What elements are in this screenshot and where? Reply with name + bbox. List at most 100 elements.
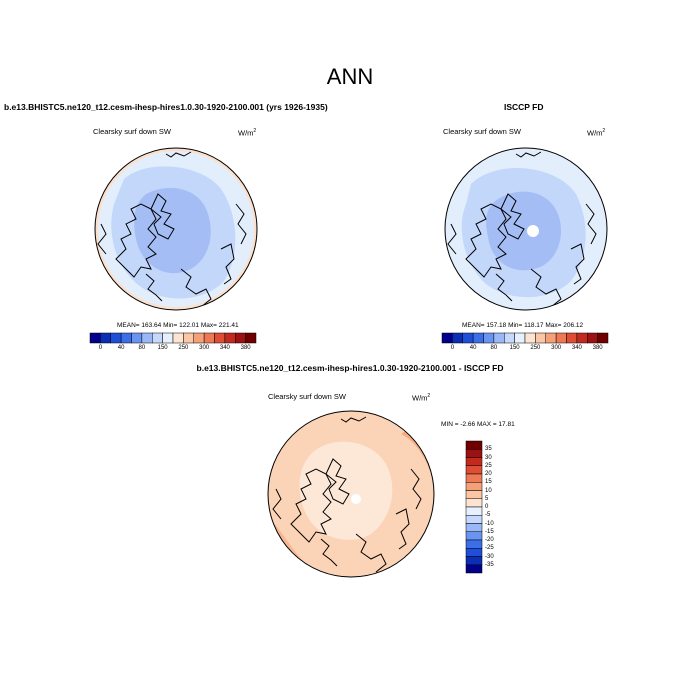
- colorbar-swatch: [535, 332, 546, 344]
- top-left-stats: MEAN= 163.64 Min= 122.01 Max= 221.41: [117, 322, 239, 329]
- colorbar-tick-label: 150: [157, 345, 168, 351]
- colorbar-swatch: [183, 332, 194, 344]
- colorbar-swatch: [193, 332, 205, 344]
- colorbar-swatch: [465, 440, 483, 450]
- bottom-variable-label: Clearsky surf down SW: [268, 392, 346, 401]
- colorbar-swatch: [465, 564, 483, 574]
- colorbar-swatch: [214, 332, 226, 344]
- colorbar-swatch: [587, 332, 598, 344]
- bottom-units: W/m2: [412, 393, 431, 403]
- colorbar-tick-label: 35: [485, 446, 492, 453]
- bottom-minmax: MIN = -2.66 MAX = 17.81: [441, 421, 515, 428]
- top-left-colorbar-labels: 0 40 80 150 250 300 340 380: [90, 345, 256, 355]
- colorbar-swatch: [504, 332, 515, 344]
- top-right-colorbar: [441, 332, 609, 344]
- colorbar-tick-label: 30: [485, 454, 492, 461]
- colorbar-tick-label: 340: [571, 345, 582, 351]
- colorbar-swatch: [493, 332, 505, 344]
- colorbar-tick-label: 40: [469, 345, 477, 351]
- top-right-stats: MEAN= 157.18 Min= 118.17 Max= 206.12: [462, 322, 584, 329]
- colorbar-tick-label: -20: [485, 537, 494, 543]
- colorbar-tick-label: 20: [485, 471, 492, 477]
- colorbar-swatch: [465, 531, 483, 541]
- bottom-diff-polar-map: [267, 410, 435, 578]
- colorbar-swatch: [465, 539, 483, 549]
- colorbar-swatch: [465, 449, 483, 458]
- colorbar-tick-label: 80: [490, 345, 498, 351]
- colorbar-swatch: [100, 332, 111, 344]
- diff-colorbar-labels: 35 30 25 20 15 10 5 0 -5 -10 -15 -20 -25 -30 -35: [485, 441, 515, 573]
- colorbar-swatch: [203, 332, 215, 344]
- colorbar-tick-label: 380: [240, 345, 251, 351]
- colorbar-tick-label: 80: [138, 345, 146, 351]
- colorbar-tick-label: 10: [485, 487, 492, 494]
- colorbar-swatch: [465, 506, 483, 516]
- colorbar-swatch: [514, 332, 526, 344]
- top-right-polar-map: [444, 147, 608, 311]
- colorbar-swatch: [566, 332, 578, 344]
- colorbar-tick-label: -10: [485, 520, 494, 527]
- colorbar-swatch: [224, 332, 236, 344]
- colorbar-tick-label: 250: [178, 345, 189, 351]
- colorbar-tick-label: -15: [485, 528, 494, 535]
- colorbar-swatch: [120, 332, 132, 344]
- colorbar-swatch: [465, 515, 483, 524]
- colorbar-swatch: [465, 457, 483, 466]
- colorbar-tick-label: -35: [485, 561, 494, 568]
- figure-title: ANN: [326, 64, 374, 89]
- colorbar-swatch: [465, 498, 483, 508]
- top-right-case-title: ISCCP FD: [504, 102, 544, 112]
- colorbar-tick-label: 300: [551, 345, 562, 351]
- colorbar-swatch: [465, 548, 483, 557]
- colorbar-tick-label: 0: [450, 345, 455, 351]
- colorbar-swatch: [465, 465, 483, 475]
- colorbar-swatch: [162, 332, 174, 344]
- colorbar-swatch: [483, 332, 495, 344]
- diff-colorbar: [465, 440, 483, 574]
- colorbar-swatch: [89, 332, 101, 344]
- colorbar-swatch: [152, 332, 163, 344]
- colorbar-swatch: [235, 332, 246, 344]
- top-left-colorbar: [89, 332, 257, 344]
- colorbar-tick-label: 5: [485, 495, 489, 502]
- colorbar-tick-label: 380: [592, 345, 603, 351]
- colorbar-tick-label: 250: [530, 345, 541, 351]
- top-left-case-title: b.e13.BHISTC5.ne120_t12.cesm-ihesp-hires…: [4, 102, 328, 112]
- colorbar-tick-label: 15: [485, 479, 492, 486]
- colorbar-swatch: [465, 482, 483, 491]
- colorbar-swatch: [141, 332, 153, 344]
- colorbar-tick-label: 25: [485, 462, 492, 469]
- colorbar-tick-label: -5: [485, 512, 491, 519]
- colorbar-tick-label: 300: [199, 345, 210, 351]
- colorbar-tick-label: 150: [509, 345, 520, 351]
- colorbar-swatch: [555, 332, 567, 344]
- colorbar-swatch: [462, 332, 474, 344]
- colorbar-tick-label: 0: [485, 504, 489, 510]
- top-right-units: W/m2: [587, 128, 606, 138]
- top-left-variable-label: Clearsky surf down SW: [93, 127, 171, 136]
- colorbar-swatch: [465, 473, 483, 483]
- top-left-units: W/m2: [238, 128, 257, 138]
- colorbar-swatch: [110, 332, 122, 344]
- colorbar-swatch: [441, 332, 453, 344]
- top-right-colorbar-labels: 0 40 80 150 250 300 340 380: [442, 345, 608, 355]
- bottom-case-title: b.e13.BHISTC5.ne120_t12.cesm-ihesp-hires…: [196, 363, 504, 373]
- colorbar-swatch: [597, 332, 609, 344]
- colorbar-swatch: [576, 332, 588, 344]
- colorbar-swatch: [465, 490, 483, 499]
- colorbar-swatch: [465, 523, 483, 532]
- colorbar-tick-label: 40: [117, 345, 125, 351]
- colorbar-swatch: [472, 332, 484, 344]
- colorbar-swatch: [131, 332, 143, 344]
- colorbar-tick-label: -25: [485, 545, 494, 552]
- colorbar-swatch: [172, 332, 184, 344]
- coastline-lines: [97, 151, 247, 308]
- colorbar-swatch: [465, 556, 483, 565]
- colorbar-swatch: [452, 332, 463, 344]
- colorbar-swatch: [524, 332, 536, 344]
- colorbar-swatch: [545, 332, 557, 344]
- colorbar-tick-label: 0: [98, 345, 103, 351]
- colorbar-swatch: [245, 332, 257, 344]
- colorbar-tick-label: 340: [219, 345, 230, 351]
- top-left-polar-map: [94, 147, 258, 311]
